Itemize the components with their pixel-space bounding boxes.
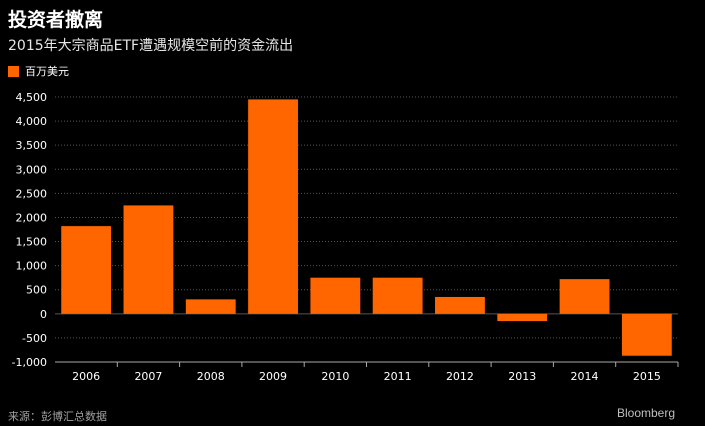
x-tick-label: 2015 [633,370,661,383]
x-tick-label: 2013 [508,370,536,383]
y-tick-label: 0 [40,308,47,321]
source-note: 来源：彭博汇总数据 [8,410,107,423]
y-tick-label: 4,000 [16,115,48,128]
bar [497,313,548,322]
x-tick-label: 2008 [197,370,225,383]
bar [372,277,423,314]
x-tick-label: 2010 [321,370,349,383]
bar [559,279,610,314]
legend-swatch [8,65,19,77]
bar [123,205,174,314]
y-tick-label: 1,000 [16,260,48,273]
y-tick-label: 2,000 [16,211,48,224]
x-tick-label: 2007 [134,370,162,383]
bar [185,299,236,314]
x-tick-label: 2009 [259,370,287,383]
x-tick-label: 2006 [72,370,100,383]
x-tick-label: 2014 [571,370,599,383]
y-tick-label: -500 [22,332,47,345]
x-tick-label: 2011 [384,370,412,383]
y-tick-label: 500 [26,284,47,297]
brand-logo: Bloomberg [616,406,675,420]
bar [621,313,672,356]
bar [248,99,298,314]
legend-label: 百万美元 [25,65,69,78]
legend: 百万美元 [8,63,69,79]
bar [435,296,485,314]
y-tick-label: 3,000 [16,163,48,176]
y-tick-label: 1,500 [16,236,48,249]
chart-subtitle: 2015年大宗商品ETF遭遇规模空前的资金流出 [8,38,294,54]
x-tick-label: 2012 [446,370,474,383]
y-tick-label: 3,500 [16,139,48,152]
chart-title: 投资者撤离 [8,9,104,31]
bar [310,277,361,314]
y-tick-label: -1,000 [12,356,47,369]
y-tick-label: 4,500 [16,91,48,104]
y-tick-label: 2,500 [16,187,48,200]
bar [61,226,112,314]
